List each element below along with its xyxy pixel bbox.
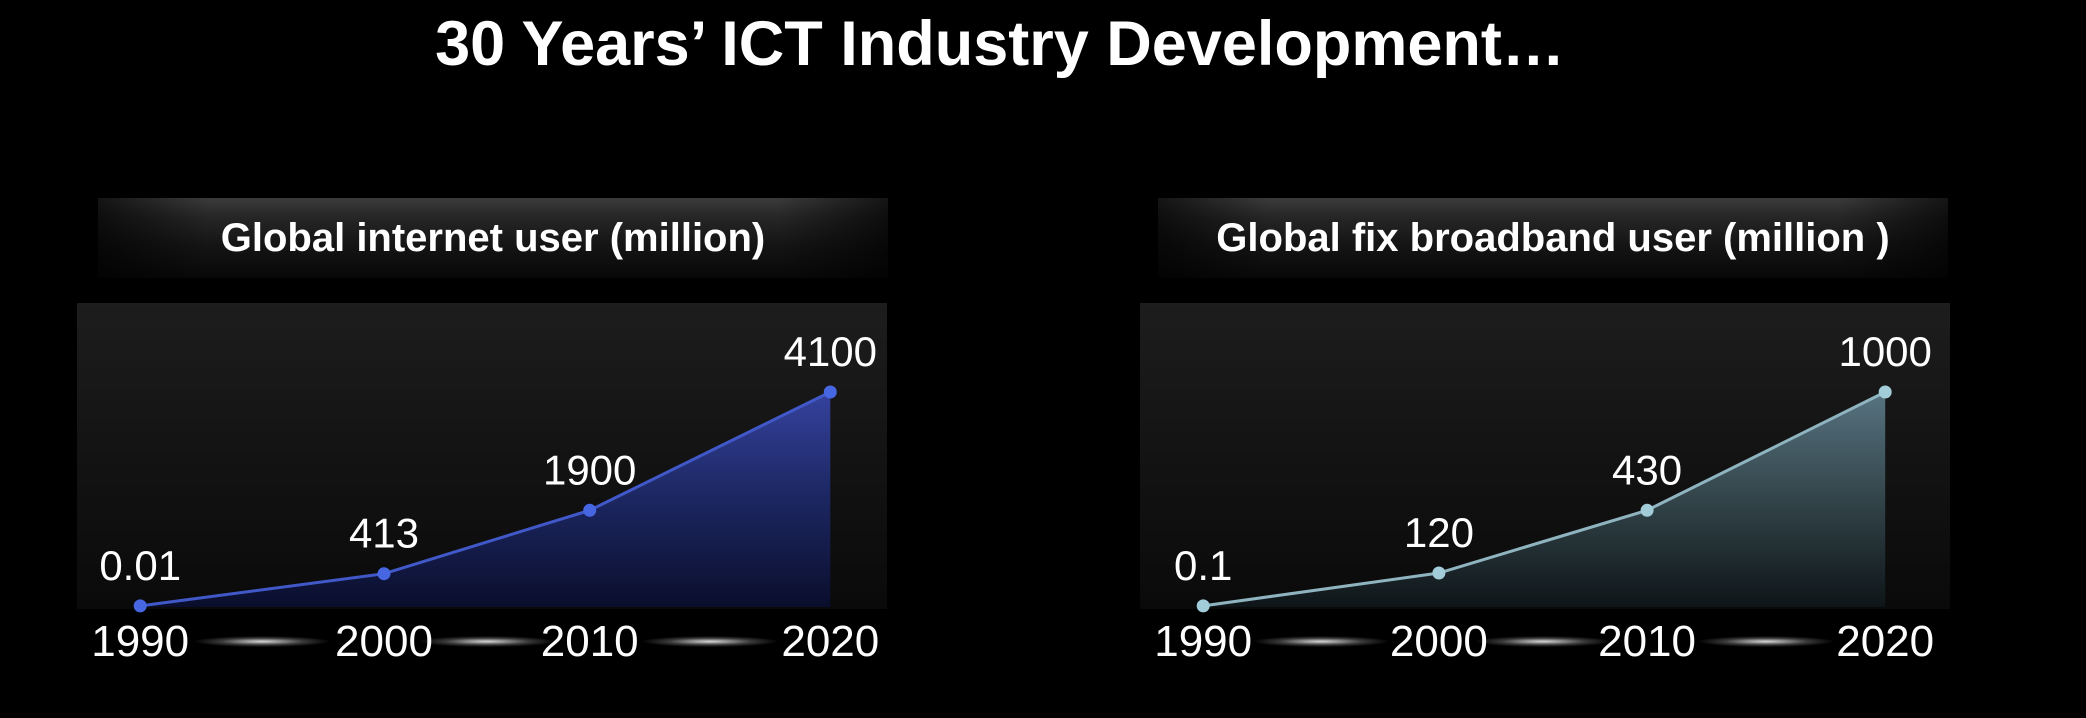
data-point	[1640, 503, 1654, 517]
internet-users-chart-title: Global internet user (million)	[220, 215, 766, 260]
data-point	[377, 567, 391, 581]
internet-users-chart-panel: 0.01 413 1900 4100	[77, 303, 887, 613]
data-point-label: 1900	[543, 446, 636, 493]
data-point	[583, 503, 597, 517]
data-point-label: 0.1	[1174, 542, 1232, 589]
axis-flare-decoration	[1673, 634, 1859, 649]
internet-users-chart-title-bar: Global internet user (million)	[98, 198, 888, 278]
broadband-users-chart-panel: 0.1 120 430 1000	[1140, 303, 1950, 613]
broadband-users-x-axis: 1990 2000 2010 2020	[1140, 617, 1950, 673]
axis-flare-decoration	[169, 634, 355, 649]
internet-users-chart-group: Global internet user (million) 0.01 413 19…	[77, 198, 888, 678]
data-point-label: 4100	[784, 328, 877, 375]
x-axis-label: 2020	[781, 617, 880, 666]
area-fill	[1203, 392, 1886, 607]
data-point	[1196, 599, 1210, 613]
data-point	[1878, 385, 1892, 399]
internet-users-area-chart: 0.01 413 1900 4100	[99, 328, 877, 613]
data-point-label: 120	[1404, 509, 1474, 556]
internet-users-x-axis: 1990 2000 2010 2020	[77, 617, 887, 673]
data-point-label: 430	[1612, 446, 1682, 493]
trend-line	[140, 390, 831, 608]
axis-flare-decoration	[1228, 634, 1414, 649]
axis-flare-decoration	[1450, 634, 1636, 649]
broadband-users-area-chart: 0.1 120 430 1000	[1174, 328, 1932, 613]
broadband-users-chart-title: Global fix broadband user (million )	[1216, 215, 1890, 260]
slide-title: 30 Years’ ICT Industry Development…	[435, 9, 1565, 79]
data-point	[1432, 566, 1446, 580]
data-point	[133, 599, 147, 613]
x-axis-label: 2020	[1836, 617, 1935, 666]
broadband-users-chart-title-bar: Global fix broadband user (million )	[1158, 198, 1948, 278]
broadband-users-chart-group: Global fix broadband user (million ) 0.1…	[1140, 198, 1950, 678]
axis-flare-decoration	[617, 634, 803, 649]
data-point	[823, 385, 837, 399]
data-point-label: 0.01	[99, 542, 181, 589]
area-fill	[140, 392, 831, 607]
axis-flare-decoration	[394, 634, 580, 649]
data-point-label: 1000	[1838, 328, 1931, 375]
trend-line	[1202, 390, 1886, 608]
data-point-label: 413	[349, 510, 419, 557]
